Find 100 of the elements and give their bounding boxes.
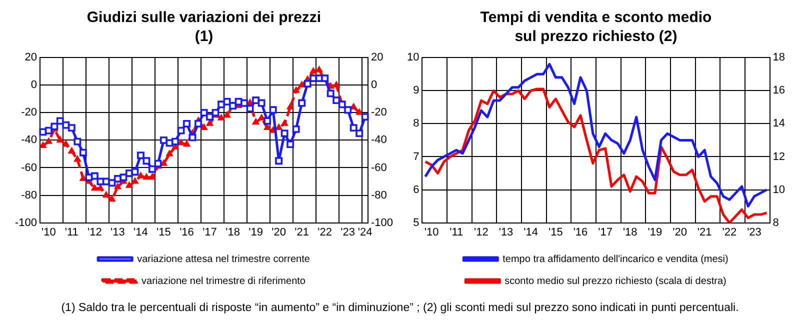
- x-tick-label: '11: [64, 226, 78, 238]
- x-tick-label: '15: [548, 226, 563, 238]
- point: [177, 126, 185, 134]
- y-tick-label: 20: [24, 52, 38, 64]
- y-tick-label: -100: [14, 216, 38, 229]
- x-tick-label: '22: [722, 226, 737, 238]
- y-tick-label: 5: [413, 216, 420, 229]
- y2-tick-label: -100: [370, 216, 394, 229]
- point: [269, 106, 277, 114]
- x-tick-label: '13: [498, 226, 514, 238]
- point: [68, 124, 76, 132]
- y2-tick-label: 10: [772, 184, 786, 196]
- x-tick-label: '19: [248, 226, 263, 238]
- point: [206, 120, 214, 126]
- point: [292, 86, 300, 93]
- point: [45, 138, 52, 144]
- point: [252, 118, 260, 125]
- point: [74, 138, 82, 146]
- point: [148, 165, 156, 173]
- point: [108, 179, 116, 187]
- y2-tick-label: 12: [772, 150, 786, 163]
- point: [223, 98, 231, 106]
- x-tick-label: '24: [358, 226, 372, 238]
- x-tick-label: '15: [156, 226, 171, 238]
- y2-tick-label: 8: [772, 216, 779, 229]
- point: [298, 99, 306, 107]
- y-tick-label: 8: [413, 118, 420, 130]
- x-tick-label: '19: [648, 226, 662, 238]
- legend-label: variazione attesa nel trimestre corrente: [137, 254, 310, 265]
- point: [292, 125, 300, 133]
- x-tick-label: '14: [524, 226, 538, 238]
- point: [79, 148, 87, 156]
- point: [194, 120, 202, 128]
- y2-tick-label: -40: [370, 134, 387, 146]
- y2-tick-label: -60: [370, 162, 387, 174]
- point: [332, 96, 340, 104]
- x-tick-label: '12: [88, 226, 102, 238]
- point: [286, 103, 294, 110]
- point: [172, 138, 179, 146]
- point: [280, 130, 288, 138]
- point: [62, 121, 70, 129]
- x-tick-label: '11: [450, 226, 464, 238]
- y-tick-label: 10: [406, 52, 420, 64]
- point: [356, 108, 363, 115]
- y-tick-label: -40: [21, 134, 38, 146]
- y-tick-label: 6: [413, 184, 420, 196]
- y-tick-label: -80: [21, 189, 38, 202]
- point: [74, 155, 81, 162]
- x-tick-label: '16: [180, 226, 194, 238]
- point: [326, 90, 334, 98]
- y2-tick-label: -20: [370, 106, 387, 119]
- point: [136, 152, 144, 160]
- x-tick-label: '18: [622, 226, 638, 238]
- legend-label: tempo tra affidamento dell'incarico e vendita (mesi): [502, 254, 728, 265]
- point: [148, 173, 156, 180]
- x-tick-label: '23: [747, 226, 762, 238]
- x-tick-label: '16: [573, 226, 588, 238]
- point: [275, 124, 282, 130]
- x-tick-label: '21: [294, 226, 309, 238]
- point: [206, 113, 214, 121]
- point: [332, 81, 340, 88]
- point: [56, 117, 64, 125]
- point: [131, 168, 139, 176]
- x-tick-label: '13: [110, 226, 125, 238]
- point: [188, 134, 196, 142]
- x-tick-label: '22: [318, 226, 332, 238]
- legend-label: sconto medio sul prezzo richiesto (scala di destra): [504, 276, 726, 287]
- y2-tick-label: 18: [772, 52, 786, 64]
- point: [218, 114, 225, 120]
- point: [286, 140, 294, 148]
- x-tick-label: '12: [474, 226, 488, 238]
- point: [39, 142, 46, 148]
- point: [142, 157, 150, 165]
- point: [200, 108, 208, 116]
- y2-tick-label: -80: [370, 189, 387, 202]
- point: [281, 120, 288, 126]
- text: (1) Saldo tra le percentuali di risposte “in aumento” e “in diminuzione” ; (2) gli sconti medi sul prezzo sono indicati in punti percentuali.: [60, 302, 740, 314]
- y-tick-label: 7: [413, 150, 420, 163]
- point: [275, 157, 283, 165]
- point: [304, 80, 312, 88]
- legend-label: variazione nel trimestre di riferimento: [142, 276, 306, 287]
- x-tick-label: '20: [672, 226, 687, 238]
- x-tick-label: '10: [41, 226, 56, 238]
- point: [90, 172, 98, 180]
- point: [166, 150, 174, 156]
- point: [252, 96, 260, 104]
- point: [200, 124, 208, 130]
- x-tick-label: '10: [424, 226, 439, 238]
- point: [85, 174, 93, 182]
- x-tick-label: '17: [598, 226, 612, 238]
- point: [68, 147, 76, 154]
- point: [56, 136, 64, 142]
- point: [310, 67, 317, 74]
- x-tick-label: '20: [272, 226, 286, 238]
- chart-title: Giudizi sulle variazioni dei prezzi (1): [86, 8, 322, 47]
- point: [62, 140, 70, 147]
- y2-tick-label: 16: [772, 84, 786, 97]
- point: [183, 140, 190, 147]
- chart-title: Tempi di vendita e sconto medio sul prezzo richiesto (2): [479, 8, 713, 47]
- point: [246, 104, 254, 112]
